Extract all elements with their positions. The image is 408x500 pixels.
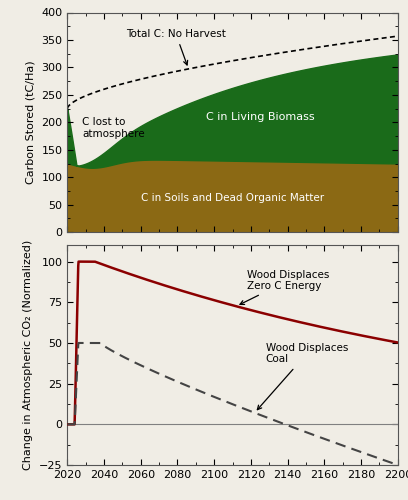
Text: Wood Displaces
Coal: Wood Displaces Coal <box>257 343 348 409</box>
Text: Total C: No Harvest: Total C: No Harvest <box>126 29 226 65</box>
Text: C in Soils and Dead Organic Matter: C in Soils and Dead Organic Matter <box>141 193 324 203</box>
Text: C lost to
atmosphere: C lost to atmosphere <box>82 117 144 138</box>
Y-axis label: Carbon Stored (tC/Ha): Carbon Stored (tC/Ha) <box>26 60 36 184</box>
Text: C in Living Biomass: C in Living Biomass <box>206 112 315 122</box>
Y-axis label: Change in Atmospheric CO₂ (Normalized): Change in Atmospheric CO₂ (Normalized) <box>23 240 33 470</box>
Text: Wood Displaces
Zero C Energy: Wood Displaces Zero C Energy <box>240 270 330 304</box>
